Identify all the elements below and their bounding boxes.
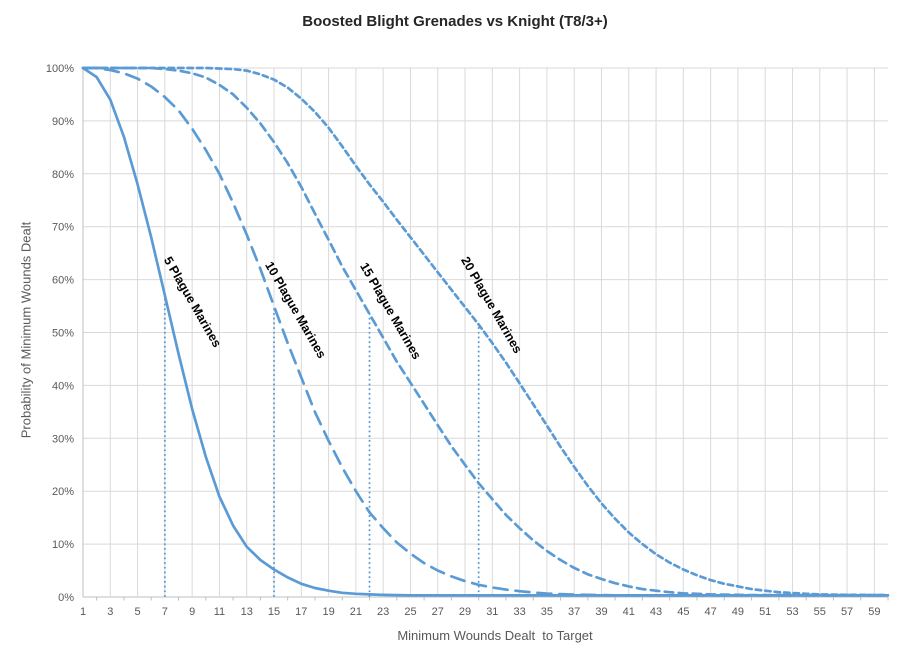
x-tick-label: 35 <box>541 606 553 618</box>
x-tick-label: 45 <box>677 606 689 618</box>
y-tick-label: 90% <box>52 116 74 128</box>
y-tick-label: 20% <box>52 486 74 498</box>
x-tick-label: 23 <box>377 606 389 618</box>
x-tick-label: 17 <box>295 606 307 618</box>
x-tick-label: 3 <box>107 606 113 618</box>
series-label-1: 10 Plague Marines <box>262 259 329 361</box>
x-tick-label: 53 <box>786 606 798 618</box>
x-tick-label: 5 <box>135 606 141 618</box>
y-tick-label: 10% <box>52 539 74 551</box>
series-line-3 <box>81 66 890 597</box>
x-tick-label: 15 <box>268 606 280 618</box>
x-tick-label: 27 <box>432 606 444 618</box>
x-tick-label: 41 <box>623 606 635 618</box>
x-tick-label: 29 <box>459 606 471 618</box>
x-tick-label: 59 <box>868 606 880 618</box>
x-tick-label: 57 <box>841 606 853 618</box>
y-tick-label: 60% <box>52 275 74 287</box>
y-tick-label: 40% <box>52 380 74 392</box>
series-line-2 <box>81 66 890 597</box>
y-tick-label: 50% <box>52 328 74 340</box>
x-tick-label: 55 <box>814 606 826 618</box>
y-tick-label: 100% <box>46 63 74 75</box>
x-axis-title: Minimum Wounds Dealt to Target <box>397 628 593 643</box>
x-tick-label: 19 <box>322 606 334 618</box>
x-tick-label: 39 <box>595 606 607 618</box>
x-tick-label: 33 <box>513 606 525 618</box>
x-tick-label: 9 <box>189 606 195 618</box>
x-tick-label: 43 <box>650 606 662 618</box>
x-tick-label: 7 <box>162 606 168 618</box>
x-tick-label: 51 <box>759 606 771 618</box>
x-tick-label: 21 <box>350 606 362 618</box>
y-tick-label: 30% <box>52 433 74 445</box>
x-tick-label: 13 <box>241 606 253 618</box>
x-tick-label: 11 <box>214 606 225 618</box>
y-tick-label: 0% <box>58 592 74 604</box>
x-tick-label: 31 <box>486 606 498 618</box>
chart-title: Boosted Blight Grenades vs Knight (T8/3+… <box>302 13 608 30</box>
x-tick-label: 1 <box>80 606 86 618</box>
series-line-1 <box>81 66 890 597</box>
x-tick-label: 47 <box>704 606 716 618</box>
x-tick-label: 37 <box>568 606 580 618</box>
x-tick-label: 25 <box>404 606 416 618</box>
y-tick-label: 80% <box>52 169 74 181</box>
x-tick-label: 49 <box>732 606 744 618</box>
y-tick-label: 70% <box>52 222 74 234</box>
